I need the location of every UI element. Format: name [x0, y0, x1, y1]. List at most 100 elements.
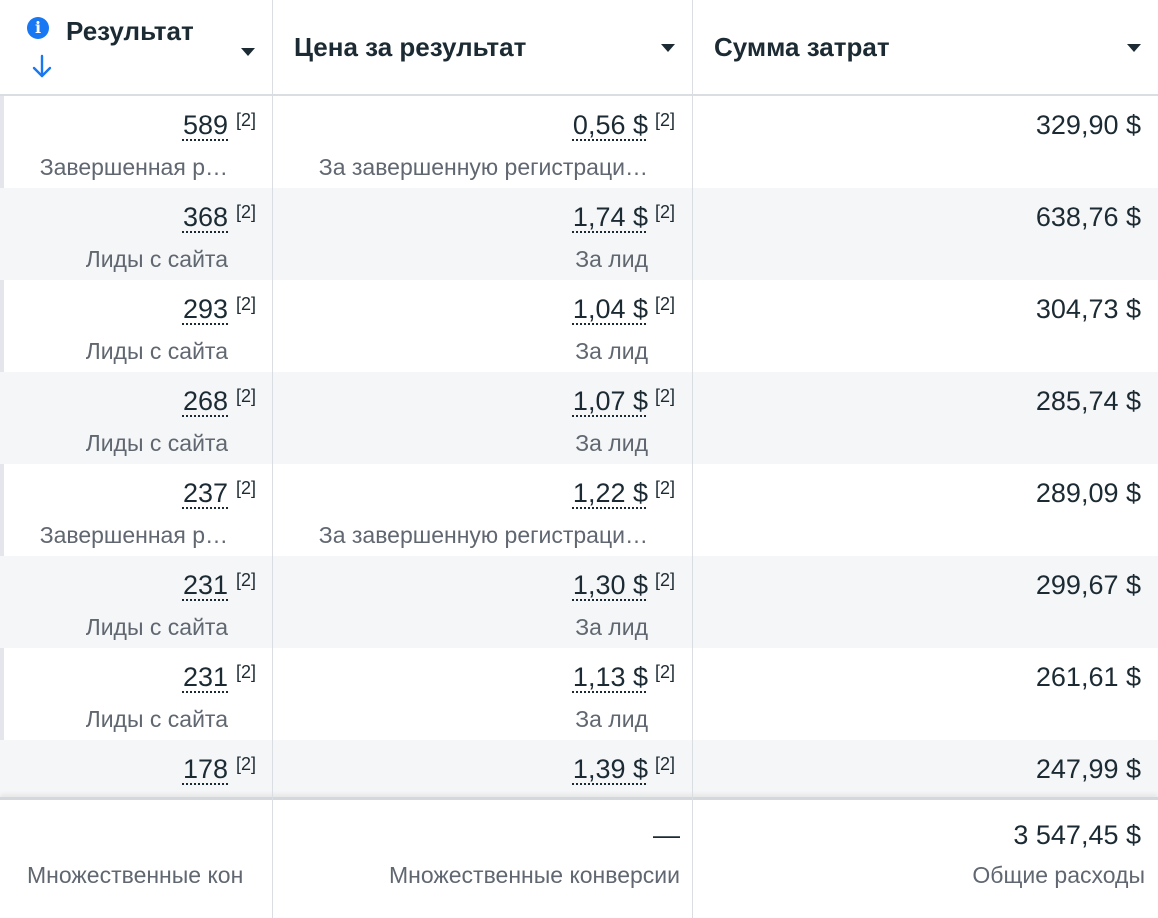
cost-value[interactable]: 1,07 $ — [572, 386, 648, 416]
footnote-marker: [2] — [655, 110, 676, 130]
result-cell: 237 [2] Завершенная р… — [0, 464, 273, 556]
total-spend-label: Общие расходы — [972, 862, 1145, 888]
cost-cell: 1,07 $ [2] За лид — [273, 372, 693, 464]
spend-cell: 299,67 $ — [693, 556, 1158, 648]
cost-cell: 1,39 $ [2] — [273, 740, 693, 832]
cost-value[interactable]: 1,13 $ — [572, 662, 648, 692]
spend-cell: 304,73 $ — [693, 280, 1158, 372]
column-header-amount-spent[interactable]: Сумма затрат — [693, 0, 1158, 94]
table-row: 293 [2] Лиды с сайта 1,04 $ [2] За лид 3… — [0, 280, 1158, 372]
cost-type: За завершенную регистраци… — [318, 154, 648, 180]
result-cell: 293 [2] Лиды с сайта — [0, 280, 273, 372]
result-value[interactable]: 178 — [182, 754, 228, 784]
cost-cell: 1,22 $ [2] За завершенную регистраци… — [273, 464, 693, 556]
spend-cell: 329,90 $ — [693, 96, 1158, 188]
result-value[interactable]: 231 — [182, 570, 228, 600]
result-cell: 231 [2] Лиды с сайта — [0, 648, 273, 740]
cost-type: За завершенную регистраци… — [318, 522, 648, 548]
result-cell: 589 [2] Завершенная р… — [0, 96, 273, 188]
spend-value: 261,61 $ — [1035, 662, 1141, 692]
spend-cell: 247,99 $ — [693, 740, 1158, 832]
sort-descending-icon[interactable] — [30, 54, 54, 80]
result-value[interactable]: 368 — [182, 202, 228, 232]
column-title-result: Результат — [66, 16, 194, 46]
cost-type: За лид — [575, 706, 648, 732]
cost-value[interactable]: 1,74 $ — [572, 202, 648, 232]
cost-cell: 1,04 $ [2] За лид — [273, 280, 693, 372]
cost-type: За лид — [575, 338, 648, 364]
spend-value: 299,67 $ — [1035, 570, 1141, 600]
footnote-marker: [2] — [655, 478, 676, 498]
column-title-cost-per-result: Цена за результат — [294, 32, 527, 62]
cost-cell: 0,56 $ [2] За завершенную регистраци… — [273, 96, 693, 188]
spend-cell: 289,09 $ — [693, 464, 1158, 556]
cost-cell: 1,30 $ [2] За лид — [273, 556, 693, 648]
spend-cell: 638,76 $ — [693, 188, 1158, 280]
spend-value: 285,74 $ — [1035, 386, 1141, 416]
spend-value: 289,09 $ — [1035, 478, 1141, 508]
total-result-label: Множественные кон — [27, 862, 244, 888]
footnote-marker: [2] — [236, 662, 257, 682]
result-value[interactable]: 237 — [182, 478, 228, 508]
table-row: 231 [2] Лиды с сайта 1,30 $ [2] За лид 2… — [0, 556, 1158, 648]
total-cost-value: — — [653, 820, 680, 850]
result-cell: 178 [2] — [0, 740, 273, 832]
cost-type: За лид — [575, 246, 648, 272]
footnote-marker: [2] — [236, 110, 257, 130]
result-cell: 231 [2] Лиды с сайта — [0, 556, 273, 648]
result-cell: 268 [2] Лиды с сайта — [0, 372, 273, 464]
spend-value: 329,90 $ — [1035, 110, 1141, 140]
column-title-amount-spent: Сумма затрат — [714, 32, 890, 62]
table-left-edge — [0, 96, 4, 918]
result-type: Завершенная р… — [39, 154, 228, 180]
total-spend-value: 3 547,45 $ — [1013, 820, 1141, 850]
total-spend-cell: 3 547,45 $ Общие расходы — [693, 800, 1158, 918]
footnote-marker: [2] — [236, 754, 257, 774]
spend-cell: 285,74 $ — [693, 372, 1158, 464]
result-value[interactable]: 268 — [182, 386, 228, 416]
result-value[interactable]: 231 — [182, 662, 228, 692]
result-cell: 368 [2] Лиды с сайта — [0, 188, 273, 280]
footnote-marker: [2] — [655, 386, 676, 406]
chevron-down-icon[interactable] — [1127, 44, 1141, 52]
cost-cell: 1,13 $ [2] За лид — [273, 648, 693, 740]
result-value[interactable]: 589 — [182, 110, 228, 140]
column-header-result[interactable]: i Результат — [0, 0, 273, 94]
footnote-marker: [2] — [655, 662, 676, 682]
footnote-marker: [2] — [236, 386, 257, 406]
result-type: Лиды с сайта — [85, 338, 228, 364]
cost-value[interactable]: 0,56 $ — [572, 110, 648, 140]
spend-value: 247,99 $ — [1035, 754, 1141, 784]
cost-type: За лид — [575, 614, 648, 640]
result-type: Завершенная р… — [39, 522, 228, 548]
cost-type: За лид — [575, 430, 648, 456]
table-row: 268 [2] Лиды с сайта 1,07 $ [2] За лид 2… — [0, 372, 1158, 464]
chevron-down-icon[interactable] — [241, 48, 255, 56]
footnote-marker: [2] — [236, 202, 257, 222]
result-value[interactable]: 293 — [182, 294, 228, 324]
result-type: Лиды с сайта — [85, 706, 228, 732]
table-row: 237 [2] Завершенная р… 1,22 $ [2] За зав… — [0, 464, 1158, 556]
total-cost-cell: — Множественные конверсии — [273, 800, 693, 918]
chevron-down-icon[interactable] — [661, 44, 675, 52]
spend-value: 304,73 $ — [1035, 294, 1141, 324]
table-row: 231 [2] Лиды с сайта 1,13 $ [2] За лид 2… — [0, 648, 1158, 740]
footnote-marker: [2] — [236, 478, 257, 498]
cost-value[interactable]: 1,30 $ — [572, 570, 648, 600]
total-result-cell: Множественные кон — [0, 800, 273, 918]
footnote-marker: [2] — [236, 294, 257, 314]
table-row: 368 [2] Лиды с сайта 1,74 $ [2] За лид 6… — [0, 188, 1158, 280]
spend-value: 638,76 $ — [1035, 202, 1141, 232]
table-row: 589 [2] Завершенная р… 0,56 $ [2] За зав… — [0, 96, 1158, 188]
result-type: Лиды с сайта — [85, 614, 228, 640]
column-divider[interactable] — [692, 0, 693, 918]
info-icon[interactable]: i — [27, 17, 49, 39]
cost-value[interactable]: 1,22 $ — [572, 478, 648, 508]
column-header-cost-per-result[interactable]: Цена за результат — [273, 0, 693, 94]
cost-value[interactable]: 1,04 $ — [572, 294, 648, 324]
result-type: Лиды с сайта — [85, 246, 228, 272]
cost-value[interactable]: 1,39 $ — [572, 754, 648, 784]
footnote-marker: [2] — [655, 294, 676, 314]
column-divider[interactable] — [272, 0, 273, 918]
